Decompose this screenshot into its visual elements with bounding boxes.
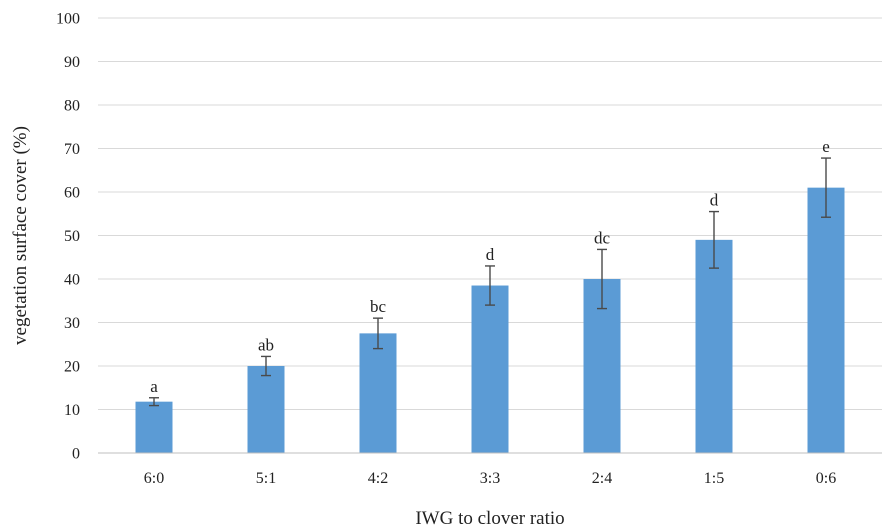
bars [135,187,845,453]
x-tick-label: 4:2 [368,470,388,487]
y-tick-label: 10 [64,402,80,419]
significance-letters: a ab bc d dc d e [150,137,830,396]
error-bar [149,397,159,407]
bar [695,239,733,453]
y-tick-label: 20 [64,359,80,376]
bar [247,366,285,453]
y-tick-label: 70 [64,141,80,158]
y-axis-title: vegetation surface cover (%) [10,126,31,345]
y-tick-labels: 0 10 20 30 40 50 60 70 80 90 100 [56,11,80,463]
error-bar [373,317,383,350]
bar [471,285,509,453]
significance-letter: bc [370,297,387,316]
x-tick-label: 3:3 [480,470,500,487]
significance-letter: e [822,137,830,156]
error-bar [821,157,831,218]
y-tick-label: 30 [64,315,80,332]
significance-letter: dc [594,228,611,247]
bar [135,401,173,453]
error-bar [485,265,495,306]
significance-letter: d [710,191,719,210]
x-tick-label: 6:0 [144,470,164,487]
y-tick-label: 0 [72,446,80,463]
significance-letter: d [486,245,495,264]
error-bar [597,248,607,310]
x-tick-label: 5:1 [256,470,276,487]
x-tick-labels: 6:0 5:1 4:2 3:3 2:4 1:5 0:6 [144,470,836,487]
bar [359,333,397,453]
y-tick-label: 60 [64,185,80,202]
x-axis-title: IWG to clover ratio [415,508,564,529]
y-tick-label: 90 [64,54,80,71]
y-tick-label: 50 [64,228,80,245]
x-tick-label: 2:4 [592,470,612,487]
significance-letter: a [150,377,158,396]
y-tick-label: 80 [64,98,80,115]
x-tick-label: 1:5 [704,470,724,487]
error-bar [709,210,719,269]
gridlines [98,17,882,410]
x-tick-label: 0:6 [816,470,836,487]
error-bars [149,157,831,407]
error-bar [261,355,271,377]
y-tick-label: 100 [56,11,80,28]
bar [807,187,845,453]
y-tick-label: 40 [64,272,80,289]
significance-letter: ab [258,335,274,354]
